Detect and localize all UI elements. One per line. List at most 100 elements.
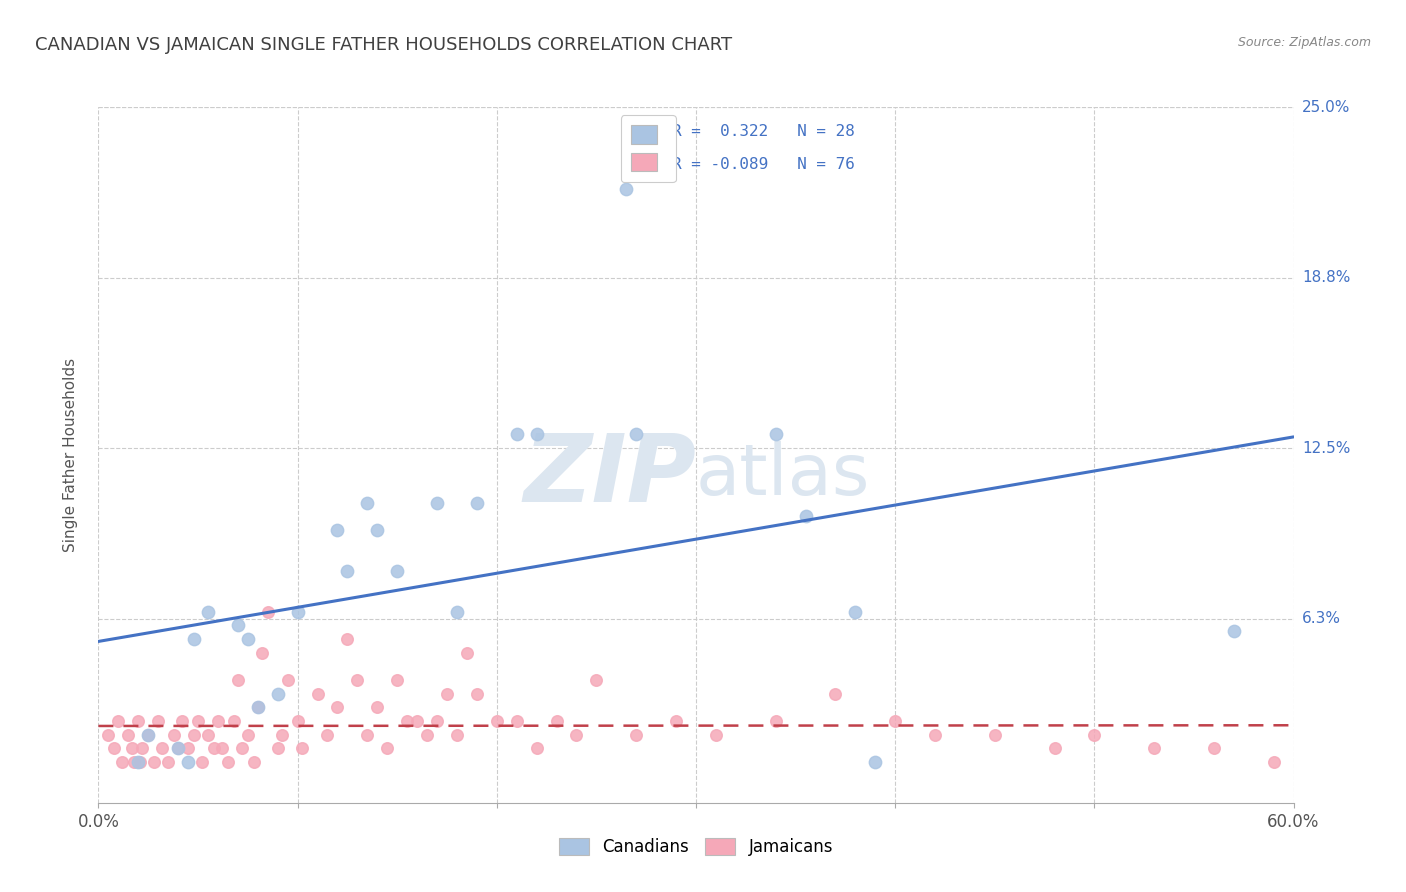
Text: ZIP: ZIP xyxy=(523,430,696,522)
Point xyxy=(526,427,548,442)
Point xyxy=(624,728,647,742)
Point xyxy=(143,755,166,769)
Point xyxy=(197,728,219,742)
Point xyxy=(1202,741,1225,756)
Point xyxy=(121,741,143,756)
Point xyxy=(127,755,149,769)
Point xyxy=(1263,755,1285,769)
Point xyxy=(884,714,907,728)
Point xyxy=(226,618,249,632)
Point xyxy=(1043,741,1066,756)
Text: 25.0%: 25.0% xyxy=(1302,100,1350,114)
Point xyxy=(546,714,568,728)
Point xyxy=(150,741,173,756)
Point xyxy=(124,755,146,769)
Point xyxy=(356,496,378,510)
Y-axis label: Single Father Households: Single Father Households xyxy=(63,358,77,552)
Point xyxy=(243,755,266,769)
Point xyxy=(191,755,214,769)
Point xyxy=(183,632,205,646)
Point xyxy=(163,728,186,742)
Point xyxy=(157,755,180,769)
Text: 12.5%: 12.5% xyxy=(1302,441,1350,456)
Text: R =  0.322   N = 28: R = 0.322 N = 28 xyxy=(672,124,855,139)
Point xyxy=(183,728,205,742)
Text: atlas: atlas xyxy=(696,442,870,510)
Point xyxy=(385,673,409,687)
Point xyxy=(211,741,233,756)
Point xyxy=(585,673,607,687)
Point xyxy=(307,687,329,701)
Point xyxy=(863,755,886,769)
Point xyxy=(336,632,359,646)
Point xyxy=(236,728,259,742)
Point xyxy=(167,741,190,756)
Point xyxy=(326,523,349,537)
Point xyxy=(446,728,468,742)
Point xyxy=(1222,624,1246,638)
Point xyxy=(290,741,312,756)
Point xyxy=(326,700,349,714)
Point xyxy=(231,741,253,756)
Point xyxy=(436,687,458,701)
Point xyxy=(148,714,170,728)
Point xyxy=(456,646,478,660)
Point xyxy=(416,728,439,742)
Point xyxy=(287,714,309,728)
Point xyxy=(1083,728,1105,742)
Point xyxy=(446,605,468,619)
Point xyxy=(844,605,866,619)
Point xyxy=(236,632,259,646)
Legend: Canadians, Jamaicans: Canadians, Jamaicans xyxy=(550,830,842,864)
Point xyxy=(177,755,200,769)
Point xyxy=(246,700,269,714)
Point xyxy=(1143,741,1166,756)
Text: Source: ZipAtlas.com: Source: ZipAtlas.com xyxy=(1237,36,1371,49)
Point xyxy=(167,741,190,756)
Point xyxy=(346,673,368,687)
Point xyxy=(226,673,249,687)
Point xyxy=(794,509,817,524)
Point xyxy=(704,728,727,742)
Point xyxy=(267,687,290,701)
Point xyxy=(426,496,449,510)
Point xyxy=(506,427,529,442)
Point xyxy=(316,728,339,742)
Point xyxy=(336,564,359,578)
Point xyxy=(665,714,688,728)
Point xyxy=(485,714,508,728)
Point xyxy=(366,700,388,714)
Point xyxy=(136,728,159,742)
Point xyxy=(624,427,647,442)
Point xyxy=(506,714,529,728)
Point xyxy=(366,523,388,537)
Point xyxy=(103,741,125,756)
Point xyxy=(111,755,134,769)
Point xyxy=(129,755,152,769)
Point xyxy=(287,605,309,619)
Point xyxy=(246,700,269,714)
Point xyxy=(207,714,229,728)
Point xyxy=(465,496,488,510)
Point xyxy=(385,564,409,578)
Point xyxy=(217,755,239,769)
Point xyxy=(356,728,378,742)
Point xyxy=(406,714,429,728)
Point xyxy=(127,714,149,728)
Point xyxy=(172,714,194,728)
Point xyxy=(117,728,139,742)
Point xyxy=(526,741,548,756)
Text: 6.3%: 6.3% xyxy=(1302,611,1341,626)
Point xyxy=(765,427,787,442)
Point xyxy=(465,687,488,701)
Point xyxy=(426,714,449,728)
Point xyxy=(924,728,946,742)
Point xyxy=(97,728,120,742)
Point xyxy=(202,741,225,756)
Point xyxy=(222,714,245,728)
Point xyxy=(107,714,129,728)
Text: R = -0.089   N = 76: R = -0.089 N = 76 xyxy=(672,157,855,171)
Point xyxy=(614,182,637,196)
Point xyxy=(765,714,787,728)
Point xyxy=(565,728,588,742)
